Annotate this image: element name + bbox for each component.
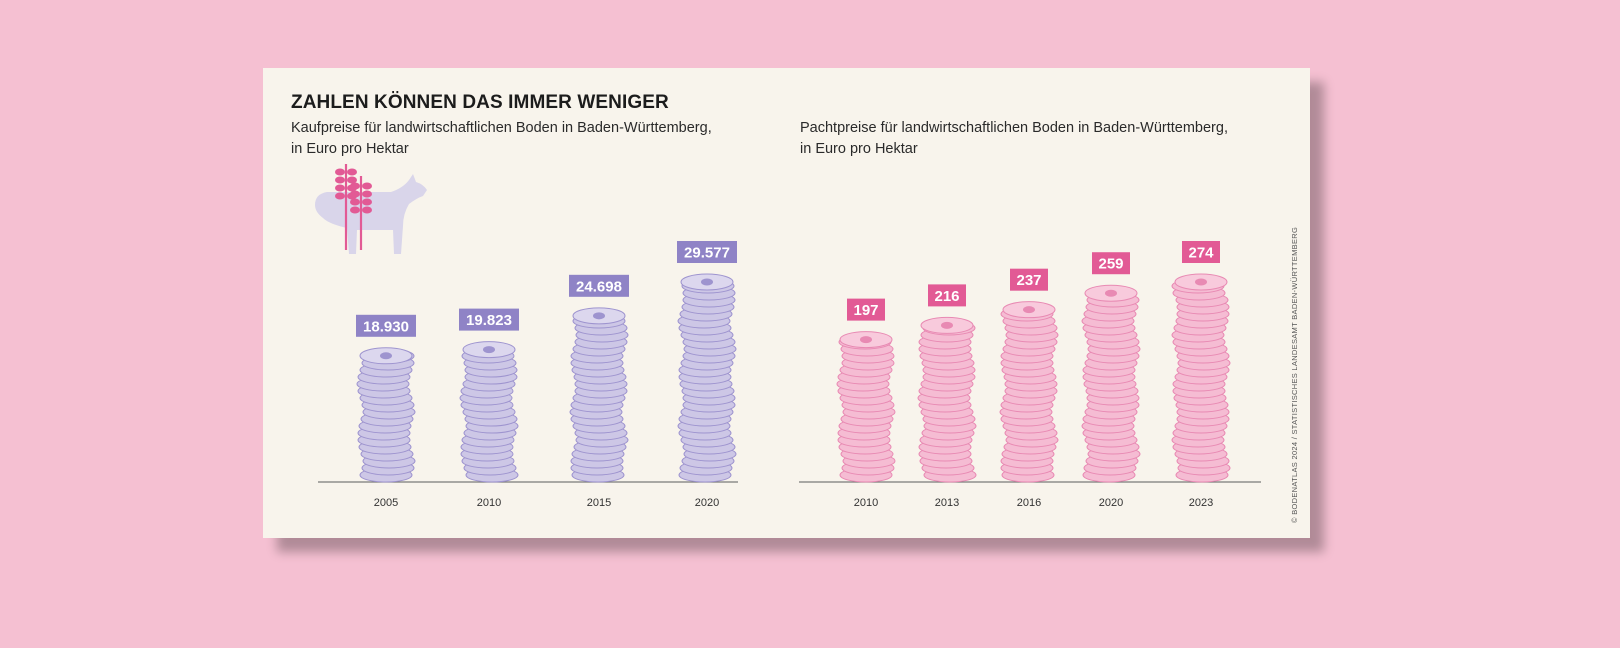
bar xyxy=(677,273,737,483)
bar xyxy=(356,347,416,483)
bar xyxy=(836,331,896,483)
x-tick-label: 2010 xyxy=(854,497,878,509)
bar xyxy=(1171,273,1231,483)
left-chart-title: Kaufpreise für landwirtschaftlichen Bode… xyxy=(291,120,712,136)
x-tick-label: 2016 xyxy=(1017,497,1041,509)
value-label-box xyxy=(356,314,416,337)
source-credit: © BODENATLAS 2024 / STATISTISCHES LANDES… xyxy=(1290,226,1299,523)
euro-coin-icon xyxy=(860,336,872,344)
left-chart-subtitle: Kaufpreise für landwirtschaftlichen Bode… xyxy=(291,118,761,160)
value-label-box xyxy=(1092,252,1130,275)
infographic-card: ZAHLEN KÖNNEN DAS IMMER WENIGER Kaufprei… xyxy=(263,68,1310,538)
value-label: 216 xyxy=(934,288,959,305)
value-label: 197 xyxy=(853,302,878,319)
right-chart-unit: in Euro pro Hektar xyxy=(800,141,918,157)
land-lease-price-chart: 197 2010 216 2013 237 2016 259 2020 274 2023 xyxy=(799,241,1261,509)
value-label: 237 xyxy=(1016,272,1041,289)
value-label-box xyxy=(677,241,737,263)
bar xyxy=(917,316,977,483)
bar xyxy=(569,307,629,483)
value-label-box xyxy=(928,284,966,307)
x-tick-label: 2013 xyxy=(935,497,959,509)
right-chart-subtitle: Pachtpreise für landwirtschaftlichen Bod… xyxy=(800,118,1280,160)
euro-coin-icon xyxy=(483,346,495,354)
x-tick-label: 2005 xyxy=(374,497,398,509)
value-label: 259 xyxy=(1098,256,1123,273)
euro-coin-icon xyxy=(701,278,713,286)
euro-coin-icon xyxy=(1105,289,1117,297)
charts-canvas: 18.930 2005 19.823 2010 24.698 2015 29.577 2020… xyxy=(315,164,1261,509)
bar xyxy=(999,301,1059,483)
x-tick-label: 2015 xyxy=(587,497,611,509)
euro-coin-icon xyxy=(941,321,953,329)
value-label-box xyxy=(847,298,885,321)
x-tick-label: 2010 xyxy=(477,497,501,509)
value-label-box xyxy=(1010,268,1048,291)
euro-coin-icon xyxy=(593,312,605,320)
value-label: 24.698 xyxy=(576,278,622,295)
value-label: 18.930 xyxy=(363,318,409,335)
value-label-box xyxy=(1182,241,1220,263)
value-label-box xyxy=(569,274,629,297)
x-tick-label: 2020 xyxy=(1099,497,1123,509)
x-tick-label: 2023 xyxy=(1189,497,1213,509)
euro-coin-icon xyxy=(380,352,392,360)
bar xyxy=(1081,284,1141,483)
cow-with-wheat-icon xyxy=(315,164,427,254)
value-label: 19.823 xyxy=(466,312,512,329)
left-chart-unit: in Euro pro Hektar xyxy=(291,141,409,157)
value-label: 29.577 xyxy=(684,245,730,262)
euro-coin-icon xyxy=(1195,278,1207,286)
value-label: 274 xyxy=(1188,245,1214,262)
page-title: ZAHLEN KÖNNEN DAS IMMER WENIGER xyxy=(291,92,669,113)
x-tick-label: 2020 xyxy=(695,497,719,509)
land-purchase-price-chart: 18.930 2005 19.823 2010 24.698 2015 29.577 2020 xyxy=(318,241,738,509)
bar xyxy=(459,341,519,483)
euro-coin-icon xyxy=(1023,306,1035,314)
right-chart-title: Pachtpreise für landwirtschaftlichen Bod… xyxy=(800,120,1228,136)
value-label-box xyxy=(459,308,519,331)
